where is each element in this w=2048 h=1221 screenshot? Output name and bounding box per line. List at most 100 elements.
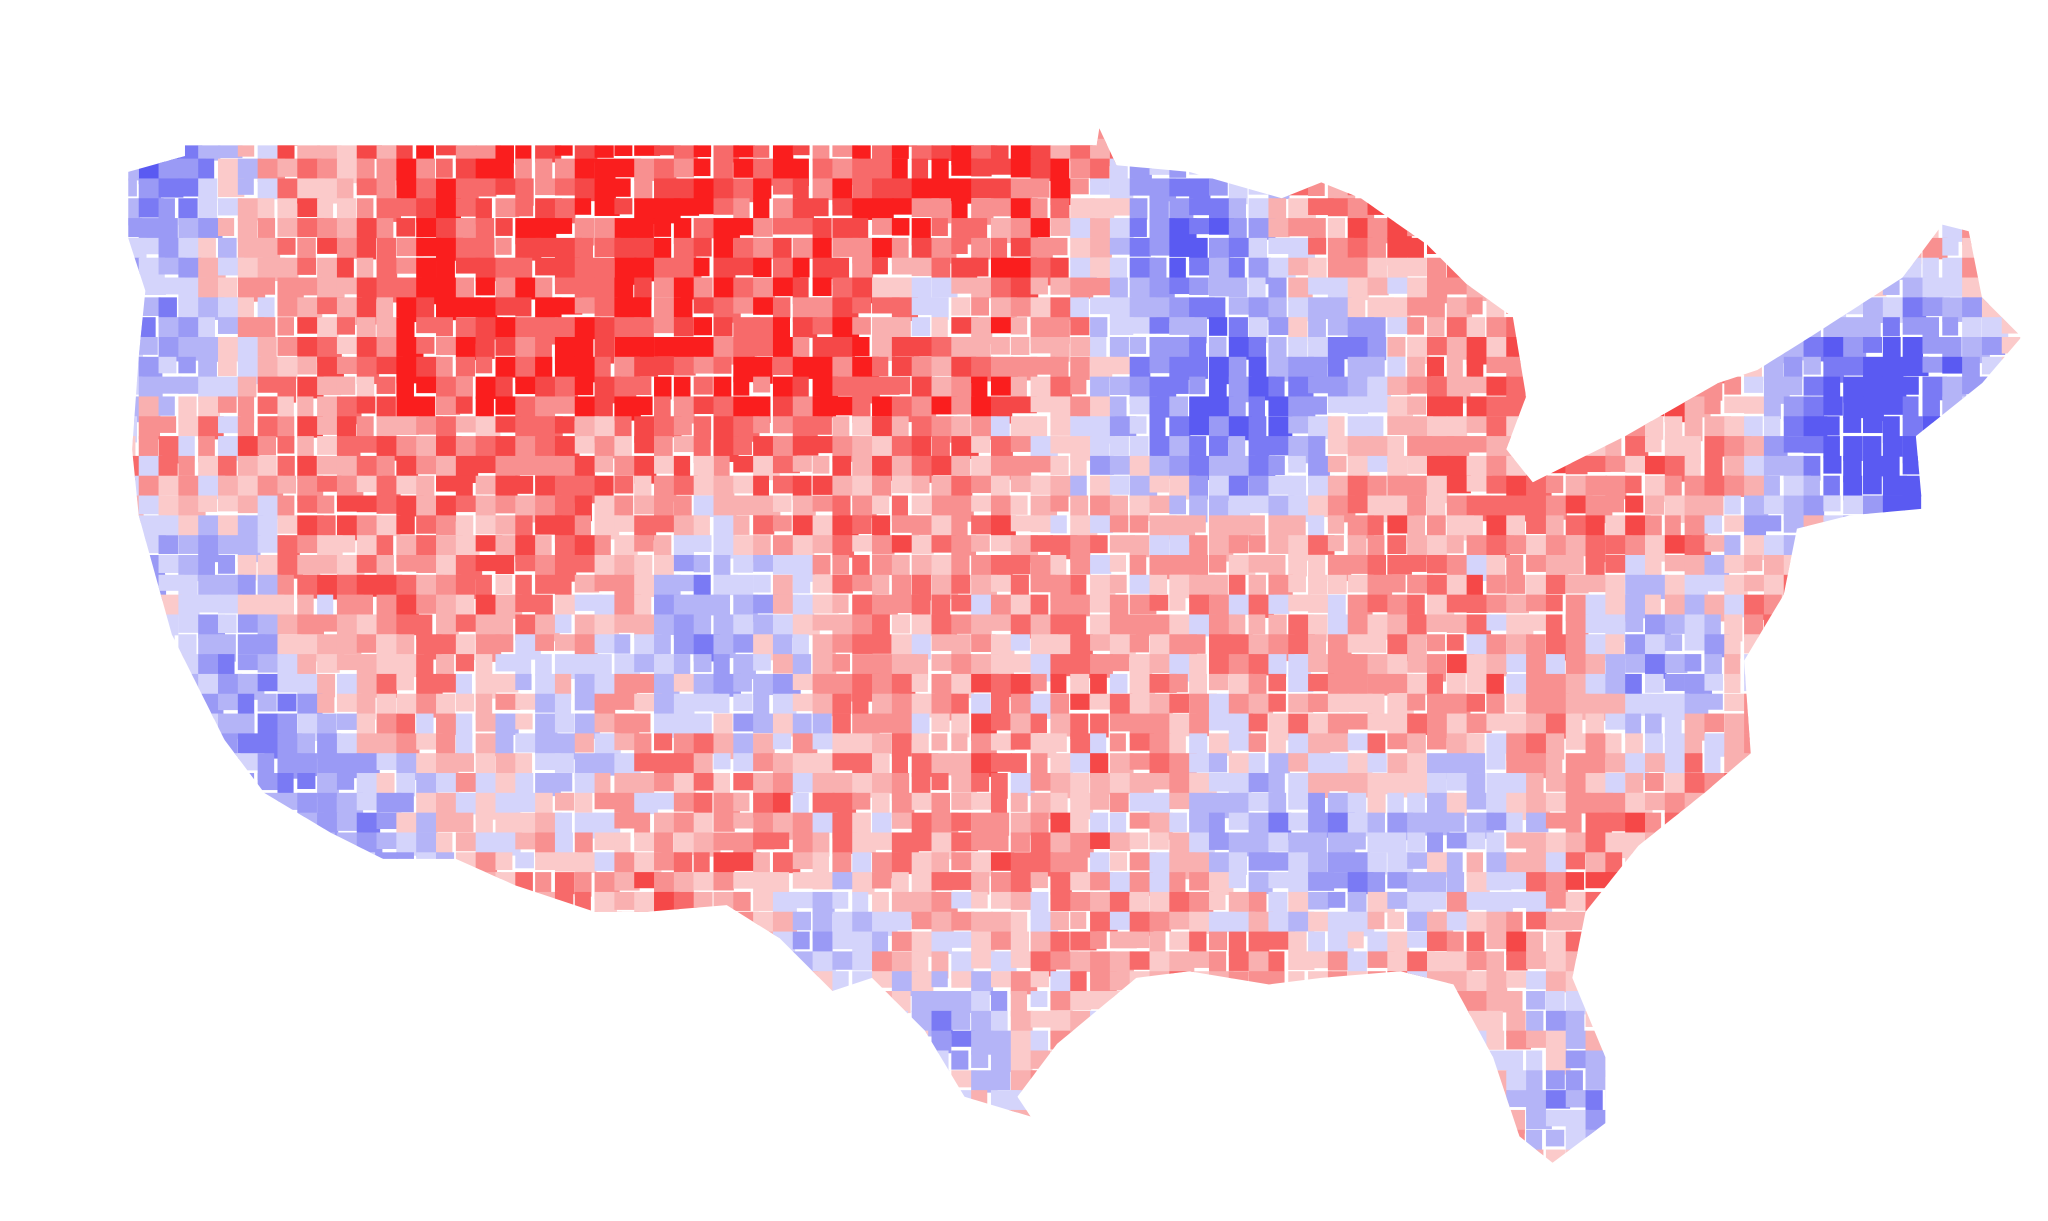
county-area xyxy=(1208,178,1228,196)
county-area xyxy=(1545,812,1569,829)
county-area xyxy=(2022,832,2040,857)
county-area xyxy=(138,297,161,316)
county-area xyxy=(336,852,363,876)
county-area xyxy=(376,1109,399,1133)
county-area xyxy=(1208,416,1235,438)
county-area xyxy=(218,991,246,1018)
county-area xyxy=(1645,128,1668,143)
county-area xyxy=(1882,277,1900,295)
county-area xyxy=(971,158,992,177)
county-area xyxy=(1387,218,1412,240)
county-area xyxy=(1704,128,1731,144)
county-area xyxy=(475,574,492,597)
county-area xyxy=(1724,951,1743,978)
county-area xyxy=(911,1129,938,1157)
county-area xyxy=(713,475,735,500)
county-area xyxy=(218,1090,242,1118)
county-area xyxy=(1942,1090,1970,1114)
county-area xyxy=(792,991,819,1017)
county-area xyxy=(535,1050,555,1074)
county-area xyxy=(158,237,183,262)
county-area xyxy=(673,1030,691,1047)
county-area xyxy=(891,1030,912,1052)
county-area xyxy=(1228,654,1254,676)
county-area xyxy=(2001,574,2022,597)
county-area xyxy=(693,614,712,638)
county-area xyxy=(1070,1109,1088,1132)
county-area xyxy=(1625,218,1650,241)
county-area xyxy=(753,416,770,434)
county-area xyxy=(1664,138,1685,159)
county-area xyxy=(673,812,695,834)
county-area xyxy=(198,198,218,221)
county-area xyxy=(1684,753,1703,773)
county-area xyxy=(1526,614,1547,631)
county-area xyxy=(990,237,1008,263)
county-area xyxy=(1585,832,1609,853)
county-area xyxy=(594,594,616,615)
county-area xyxy=(654,535,672,561)
county-area xyxy=(693,535,712,552)
county-area xyxy=(792,356,816,379)
county-area xyxy=(1407,991,1427,1016)
county-area xyxy=(1684,931,1704,950)
county-area xyxy=(1010,574,1029,598)
county-area xyxy=(733,455,758,473)
county-area xyxy=(317,237,339,254)
county-area xyxy=(1367,336,1387,361)
county-area xyxy=(1347,158,1373,183)
county-area xyxy=(396,455,419,476)
county-area xyxy=(1387,495,1408,519)
county-area xyxy=(1109,792,1129,813)
county-area xyxy=(1882,574,1900,603)
county-area xyxy=(1922,138,1941,158)
county-area xyxy=(1228,753,1250,780)
county-area xyxy=(1565,535,1587,557)
county-area xyxy=(336,673,361,699)
county-area xyxy=(1763,634,1782,656)
county-area xyxy=(297,1129,321,1147)
county-area xyxy=(1684,1030,1711,1051)
county-area xyxy=(594,436,620,459)
county-area xyxy=(1882,297,1906,323)
county-area xyxy=(1942,812,1962,837)
county-area xyxy=(1545,515,1564,539)
county-area xyxy=(515,931,543,954)
county-area xyxy=(416,852,438,873)
county-area xyxy=(297,336,321,357)
county-area xyxy=(1803,218,1826,238)
county-area xyxy=(1228,416,1252,441)
county-area xyxy=(1823,158,1849,186)
county-area xyxy=(1585,128,1613,144)
county-area xyxy=(1426,773,1447,795)
county-area xyxy=(1922,1010,1945,1028)
county-area xyxy=(1942,713,1966,732)
county-area xyxy=(1228,872,1246,889)
county-area xyxy=(455,128,481,138)
county-area xyxy=(1803,416,1828,443)
county-area xyxy=(1288,535,1309,561)
county-area xyxy=(931,1129,949,1158)
county-area xyxy=(495,128,517,136)
county-area xyxy=(1922,475,1945,495)
county-area xyxy=(1327,555,1352,582)
county-area xyxy=(614,376,637,401)
county-area xyxy=(1645,297,1661,321)
county-area xyxy=(1149,792,1171,814)
county-area xyxy=(792,1090,810,1118)
county-area xyxy=(1050,257,1069,280)
county-area xyxy=(574,931,602,951)
county-area xyxy=(257,872,280,891)
county-area xyxy=(772,891,797,913)
county-area xyxy=(1308,218,1326,244)
county-area xyxy=(1783,1010,1810,1038)
county-area xyxy=(554,812,572,839)
county-area xyxy=(594,396,613,421)
county-area xyxy=(594,297,618,317)
county-area xyxy=(1208,436,1229,460)
county-area xyxy=(872,475,892,497)
county-area xyxy=(733,1010,755,1038)
county-area xyxy=(1050,574,1071,601)
county-area xyxy=(971,416,997,440)
